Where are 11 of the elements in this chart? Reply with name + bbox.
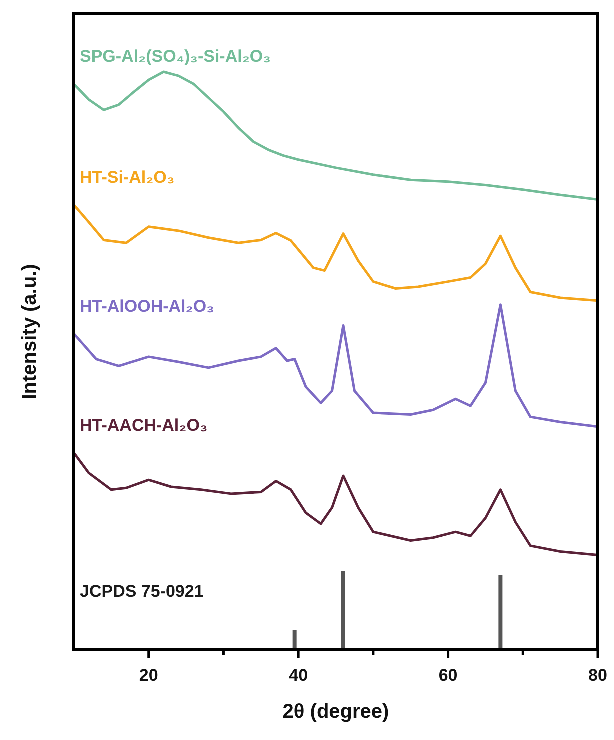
x-axis-title: 2θ (degree) [282, 701, 390, 723]
series-label: SPG-Al₂(SO₄)₃-Si-Al₂O₃ [80, 47, 271, 66]
x-tick-label: 20 [139, 666, 158, 686]
x-tick-label: 40 [289, 666, 308, 686]
x-tick-label: 80 [588, 666, 608, 686]
x-tick-label: 60 [438, 666, 458, 686]
series-label: HT-AlOOH-Al₂O₃ [80, 296, 214, 316]
y-axis-title: Intensity (a.u.) [19, 264, 41, 400]
series-label: HT-AACH-Al₂O₃ [80, 416, 208, 435]
annotation: JCPDS 75-0921 [80, 582, 204, 601]
series-label: HT-Si-Al₂O₃ [80, 168, 175, 187]
